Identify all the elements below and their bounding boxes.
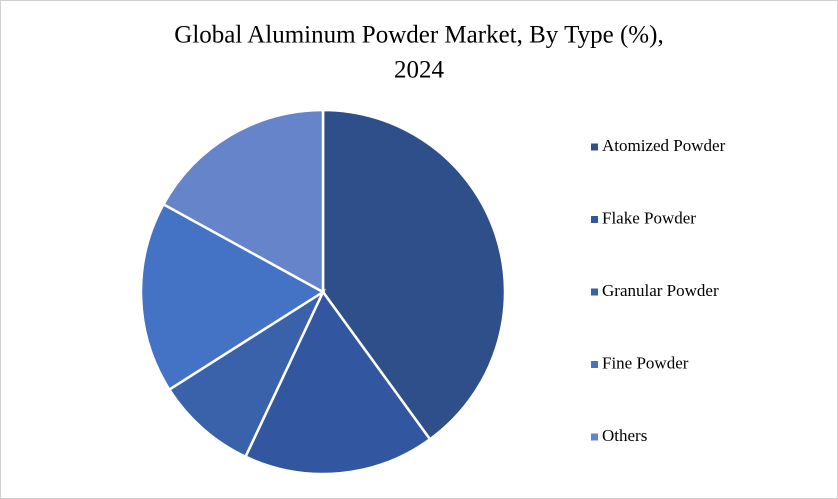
- legend-label: Fine Powder: [602, 353, 689, 372]
- pie-slice: [139, 202, 326, 392]
- pie-slice: [243, 289, 432, 476]
- legend-label: Others: [602, 426, 647, 445]
- legend-swatch: [591, 288, 598, 296]
- legend-swatch: [591, 433, 598, 441]
- legend-label: Flake Powder: [602, 208, 696, 227]
- legend-swatch: [591, 143, 598, 151]
- legend-swatch: [591, 216, 598, 223]
- pie-slice: [167, 288, 326, 459]
- legend-swatch: [591, 361, 598, 368]
- pie-slice: [161, 108, 325, 295]
- chart-subtitle: 2024: [394, 57, 445, 84]
- legend-label: Atomized Powder: [602, 136, 726, 155]
- pie-slice: [321, 108, 507, 441]
- chart-title: Global Aluminum Powder Market, By Type (…: [174, 22, 663, 49]
- legend-label: Granular Powder: [602, 281, 719, 300]
